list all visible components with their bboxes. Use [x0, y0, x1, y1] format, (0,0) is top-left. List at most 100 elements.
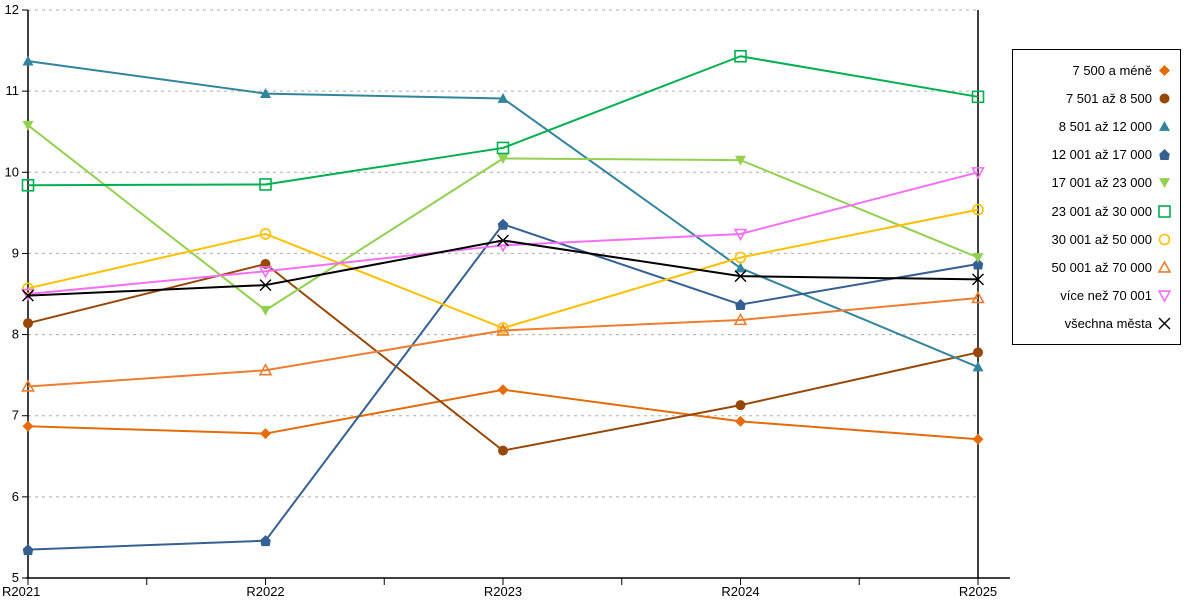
- legend-item-label: 7 501 až 8 500: [1065, 90, 1152, 106]
- series-line: [27, 297, 979, 388]
- legend-marker-icon: [1158, 317, 1171, 330]
- legend-item-label: více než 70 001: [1060, 288, 1152, 304]
- y-axis-tick-label: 7: [12, 408, 19, 423]
- y-axis-tick-label: 10: [5, 164, 19, 179]
- legend-item: 7 500 a méně: [1021, 59, 1172, 81]
- x-marker: [22, 289, 34, 302]
- legend-marker-icon: [1157, 290, 1172, 303]
- diamond-filled-marker: [1159, 64, 1170, 76]
- triangle-down-filled-marker: [22, 120, 34, 131]
- x-marker: [972, 273, 984, 286]
- triangle-up-open-marker: [1157, 260, 1172, 273]
- legend-item: 23 001 až 30 000: [1021, 200, 1172, 222]
- square-open-marker: [496, 141, 510, 155]
- square-open-marker: [971, 90, 985, 104]
- square-open-marker: [21, 178, 35, 192]
- triangle-up-filled-marker: [972, 361, 984, 372]
- y-axis-tick-label: 6: [12, 489, 19, 504]
- legend-marker-icon: [1159, 93, 1170, 104]
- series-1: [22, 384, 984, 445]
- legend-item: 7 501 až 8 500: [1021, 87, 1172, 109]
- series-line: [27, 55, 979, 187]
- y-axis-tick-label: 11: [6, 83, 20, 98]
- circle-open-marker: [972, 203, 984, 216]
- circle-open-marker: [259, 228, 272, 240]
- x-marker: [259, 279, 272, 292]
- legend-item: 8 501 až 12 000: [1021, 115, 1172, 137]
- series-line: [27, 60, 979, 368]
- diamond-filled-marker: [260, 428, 271, 440]
- circle-open-marker: [734, 251, 747, 264]
- triangle-up-filled-marker: [1159, 120, 1170, 131]
- triangle-up-open-marker: [496, 323, 510, 336]
- circle-filled-marker: [973, 347, 983, 358]
- series-4: [22, 218, 984, 556]
- legend-item: všechna města: [1021, 313, 1172, 335]
- triangle-down-filled-marker: [735, 155, 746, 166]
- circle-filled-marker: [735, 400, 746, 411]
- y-axis-tick-label: 12: [5, 2, 19, 17]
- series-3: [22, 55, 984, 372]
- y-axis-tick-label: 9: [12, 245, 19, 260]
- x-axis-tick-label: R2024: [721, 584, 759, 599]
- legend-marker-icon: [1158, 233, 1171, 246]
- x-axis-tick-label: R2022: [246, 584, 284, 599]
- square-open-marker: [259, 178, 272, 191]
- pentagon-filled-marker: [260, 535, 271, 547]
- circle-open-marker: [497, 322, 509, 334]
- legend-item-label: 50 001 až 70 000: [1051, 259, 1152, 275]
- diamond-filled-marker: [735, 415, 746, 427]
- square-open-marker: [734, 49, 747, 63]
- chart-legend: 7 500 a méně 7 501 až 8 500 8 501 až 12 00…: [1012, 49, 1181, 345]
- legend-item-label: 8 501 až 12 000: [1058, 118, 1152, 134]
- triangle-up-filled-marker: [260, 88, 271, 98]
- triangle-up-open-marker: [733, 312, 748, 326]
- legend-item-label: 23 001 až 30 000: [1051, 203, 1152, 219]
- legend-item-label: 30 001 až 50 000: [1051, 231, 1152, 247]
- triangle-up-filled-marker: [497, 92, 509, 103]
- circle-filled-marker: [498, 445, 508, 456]
- diamond-filled-marker: [497, 384, 509, 396]
- x-axis-tick-label: R2021: [2, 584, 40, 599]
- x-marker: [497, 234, 509, 247]
- triangle-up-open-marker: [21, 379, 35, 392]
- legend-item-label: 12 001 až 17 000: [1051, 147, 1152, 163]
- pentagon-filled-marker: [972, 258, 984, 270]
- triangle-down-filled-marker: [497, 154, 509, 164]
- series-10: [22, 234, 984, 302]
- series-5: [22, 120, 984, 316]
- circle-open-marker: [1158, 233, 1171, 246]
- triangle-up-open-marker: [258, 363, 273, 376]
- triangle-down-open-marker: [733, 228, 748, 242]
- legend-marker-icon: [1159, 64, 1170, 76]
- series-9: [21, 167, 985, 302]
- triangle-up-open-marker: [971, 290, 985, 304]
- triangle-up-filled-marker: [735, 262, 746, 273]
- triangle-down-filled-marker: [1159, 178, 1170, 189]
- legend-item: 17 001 až 23 000: [1021, 172, 1172, 194]
- circle-filled-marker: [1159, 93, 1170, 104]
- legend-marker-icon: [1158, 204, 1171, 218]
- triangle-down-open-marker: [258, 266, 273, 279]
- legend-marker-icon: [1159, 178, 1170, 189]
- pentagon-filled-marker: [735, 299, 746, 311]
- diamond-filled-marker: [22, 420, 34, 432]
- pentagon-filled-marker: [1159, 149, 1170, 161]
- x-axis-tick-label: R2025: [959, 584, 997, 599]
- series-line: [27, 388, 979, 441]
- legend-item-label: 17 001 až 23 000: [1051, 175, 1152, 191]
- triangle-down-open-marker: [971, 167, 985, 180]
- series-line: [27, 208, 979, 330]
- legend-item: 12 001 až 17 000: [1021, 144, 1172, 166]
- x-marker: [1158, 317, 1171, 330]
- pentagon-filled-marker: [497, 218, 509, 230]
- series-line: [27, 262, 979, 452]
- legend-item-label: 7 500 a méně: [1072, 62, 1152, 78]
- legend-marker-icon: [1157, 260, 1172, 273]
- legend-marker-icon: [1159, 120, 1170, 131]
- series-6: [21, 49, 985, 192]
- triangle-down-open-marker: [1157, 290, 1172, 303]
- legend-item-label: všechna města: [1064, 316, 1152, 332]
